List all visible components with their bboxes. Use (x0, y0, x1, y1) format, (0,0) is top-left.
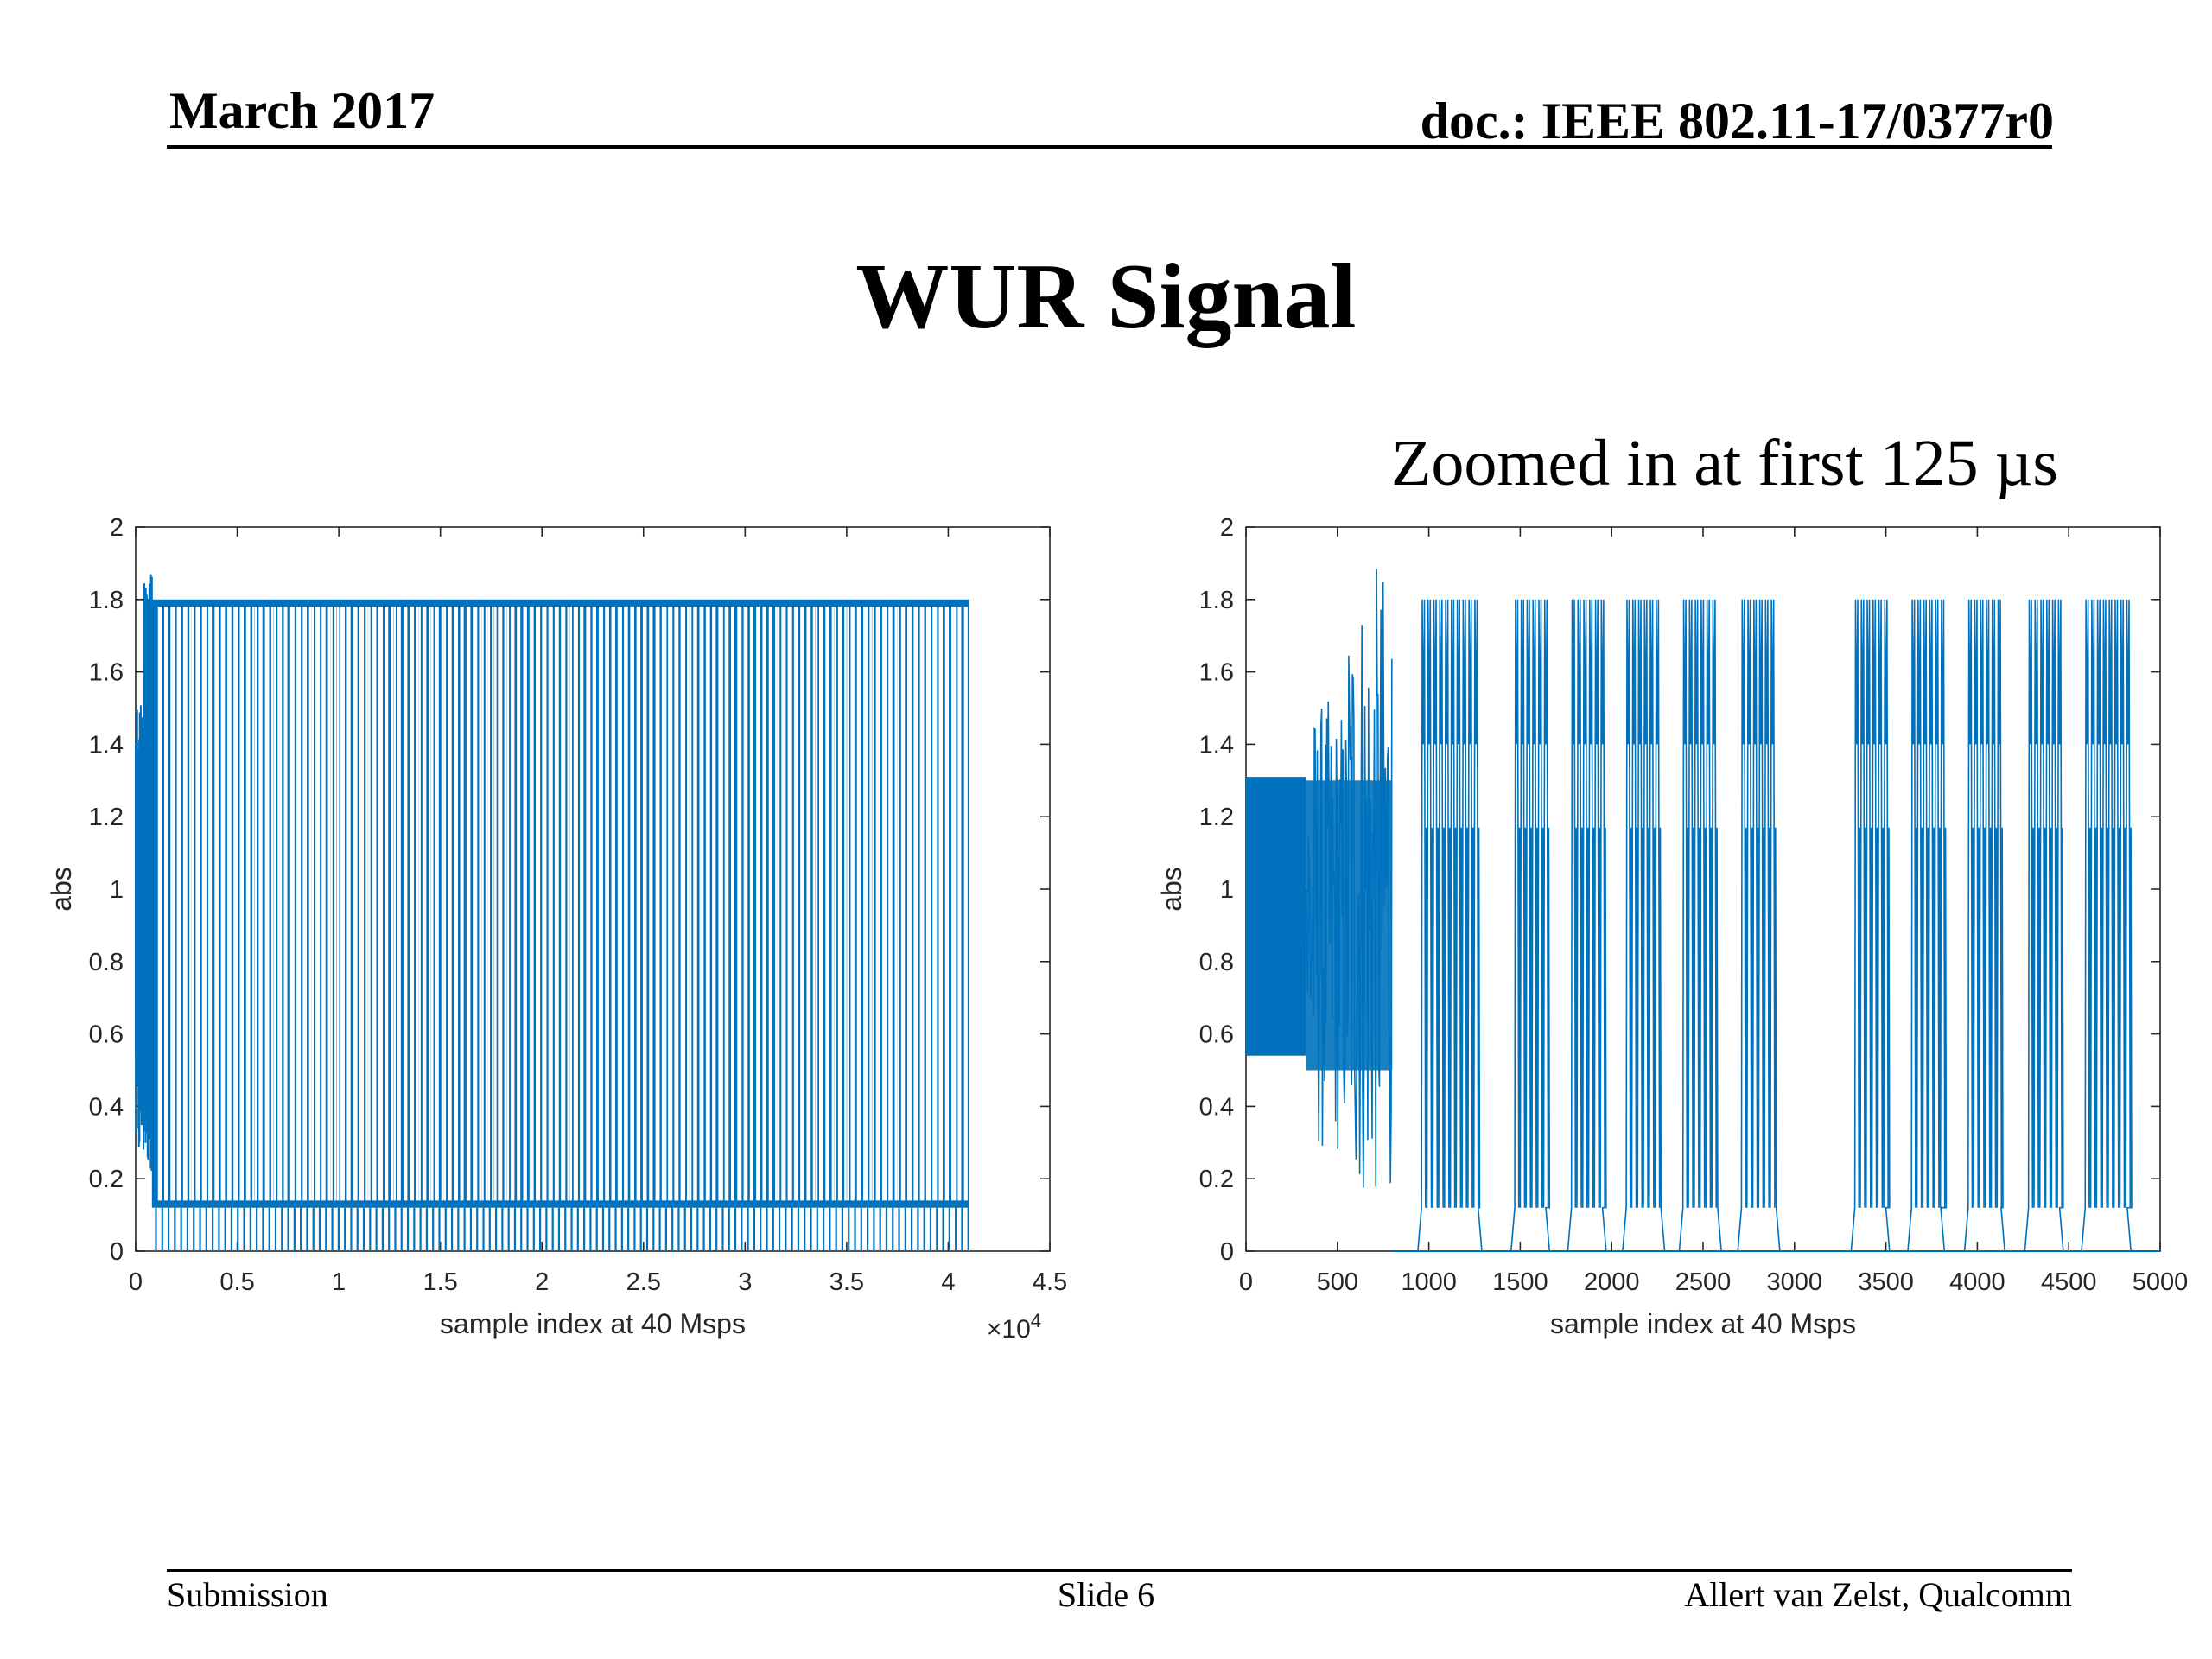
right-x-tick-label: 4000 (1949, 1268, 2005, 1296)
right-burst-5 (1678, 599, 1722, 1252)
right-y-tick-label: 0.2 (1199, 1166, 1234, 1193)
left-y-tick-label: 0 (110, 1238, 124, 1266)
right-y-tick-label: 0.8 (1199, 949, 1234, 976)
right-x-tick-label: 1500 (1492, 1268, 1548, 1296)
left-x-tick-label: 1.5 (423, 1268, 458, 1296)
left-y-tick-label: 0.6 (89, 1021, 124, 1049)
right-burst-3 (1567, 599, 1607, 1252)
left-y-tick-label: 2 (110, 514, 124, 542)
right-y-tick-label: 0.6 (1199, 1021, 1234, 1049)
left-x-tick-label: 3.5 (830, 1268, 864, 1296)
right-y-tick-label: 1.2 (1199, 804, 1234, 831)
left-y-tick-label: 0.2 (89, 1166, 124, 1193)
header-doc-id: doc.: IEEE 802.11-17/0377r0 (1420, 92, 2054, 149)
right-burst-2 (1510, 599, 1551, 1252)
right-burst-11 (2081, 599, 2133, 1252)
right-y-tick-label: 1 (1220, 876, 1234, 904)
left-signal-dips (155, 1207, 969, 1251)
right-x-tick-label: 2000 (1584, 1268, 1640, 1296)
left-x-axis-label: sample index at 40 Msps (440, 1308, 746, 1339)
left-y-axis-label: abs (46, 867, 77, 912)
right-y-tick-label: 1.6 (1199, 659, 1234, 687)
right-burst-6 (1737, 599, 1781, 1252)
right-x-tick-label: 4500 (2041, 1268, 2097, 1296)
header-date: March 2017 (169, 82, 435, 139)
left-x-tick-label: 3 (738, 1268, 752, 1296)
header-rule (167, 145, 2052, 149)
left-x-tick-label: 4.5 (1033, 1268, 1067, 1296)
right-x-tick-label: 5000 (2133, 1268, 2189, 1296)
right-y-tick-label: 0.4 (1199, 1093, 1234, 1121)
right-preamble-core (1306, 780, 1393, 1071)
left-y-tick-label: 1.2 (89, 804, 124, 831)
left-x-tick-label: 0.5 (219, 1268, 254, 1296)
right-burst-1 (1417, 599, 1483, 1252)
right-x-tick-label: 500 (1317, 1268, 1358, 1296)
left-x-tick-label: 4 (941, 1268, 955, 1296)
right-y-tick-label: 2 (1220, 514, 1234, 542)
right-x-tick-label: 0 (1239, 1268, 1253, 1296)
left-x-tick-label: 2 (535, 1268, 549, 1296)
right-y-tick-label: 0 (1220, 1238, 1234, 1266)
left-signal-preamble-band (136, 777, 146, 1052)
slide-subtitle: Zoomed in at first 125 µs (1390, 427, 2058, 499)
right-x-tick-label: 1000 (1401, 1268, 1457, 1296)
right-burst-8 (1907, 599, 1948, 1252)
right-burst-7 (1850, 599, 1891, 1252)
right-y-tick-label: 1.4 (1199, 731, 1234, 759)
left-y-tick-label: 1 (110, 876, 124, 904)
left-signal-preamble (135, 574, 154, 1172)
right-y-tick-label: 1.8 (1199, 587, 1234, 614)
right-burst-4 (1622, 599, 1666, 1252)
right-x-tick-label: 2500 (1675, 1268, 1732, 1296)
right-x-axis-label: sample index at 40 Msps (1550, 1308, 1856, 1339)
right-preamble-block (1246, 777, 1306, 1056)
footer-author: Allert van Zelst, Qualcomm (1684, 1575, 2072, 1614)
left-y-tick-label: 1.6 (89, 659, 124, 687)
right-x-tick-label: 3000 (1767, 1268, 1823, 1296)
left-y-tick-label: 0.4 (89, 1093, 124, 1121)
footer-slide-number: Slide 6 (1057, 1575, 1155, 1614)
left-y-tick-label: 1.4 (89, 731, 124, 759)
left-y-tick-label: 1.8 (89, 587, 124, 614)
slide-title: WUR Signal (855, 245, 1357, 348)
left-signal-gaps (157, 607, 968, 1201)
right-y-axis-label: abs (1156, 867, 1187, 912)
left-y-tick-label: 0.8 (89, 949, 124, 976)
left-x-tick-label: 1 (332, 1268, 346, 1296)
footer-rule (167, 1569, 2072, 1572)
footer-submission: Submission (167, 1575, 328, 1614)
left-x-tick-label: 2.5 (626, 1268, 661, 1296)
left-x-tick-label: 0 (129, 1268, 143, 1296)
right-burst-10 (2024, 599, 2064, 1252)
right-burst-9 (1963, 599, 2005, 1252)
right-x-tick-label: 3500 (1858, 1268, 1914, 1296)
